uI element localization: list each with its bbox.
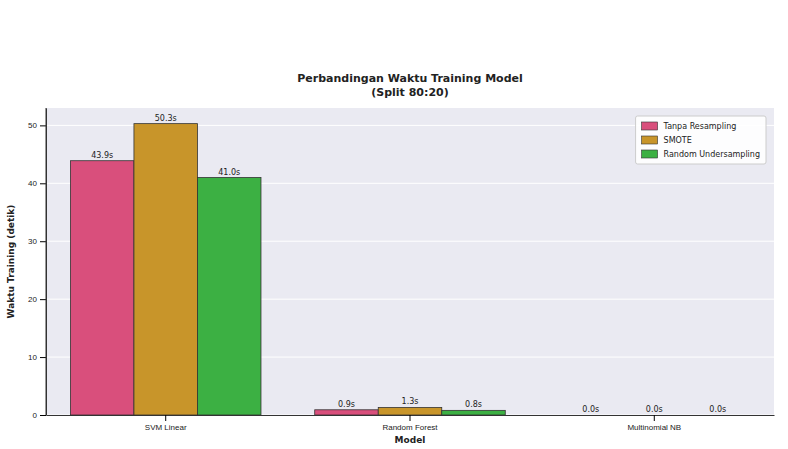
bar	[70, 161, 134, 415]
x-tick-label: SVM Linear	[145, 423, 187, 432]
bar	[442, 410, 506, 415]
bars	[70, 124, 505, 415]
legend-swatch	[642, 150, 658, 158]
chart-subtitle: (Split 80:20)	[371, 86, 449, 99]
y-tick-mark	[40, 299, 46, 300]
legend-swatch	[642, 122, 658, 130]
data-label: 50.3s	[155, 114, 177, 123]
legend: Tanpa Resampling SMOTE Random Undersamplin…	[636, 116, 766, 164]
data-label: 0.9s	[338, 400, 355, 409]
plot-frame	[46, 108, 47, 415]
y-tick-mark	[40, 357, 46, 358]
x-axis: SVM Linear Random Forest Multinomial NB	[47, 415, 775, 432]
y-axis: 0 10 20 30 40 50	[28, 109, 46, 421]
y-tick-mark	[40, 415, 46, 416]
data-label: 41.0s	[218, 168, 240, 177]
x-tick-mark	[654, 415, 655, 421]
x-axis-title: Model	[395, 435, 426, 445]
data-label: 0.0s	[582, 405, 599, 414]
y-tick-label: 40	[28, 179, 37, 188]
x-tick-mark	[165, 415, 166, 421]
y-tick: 50	[28, 121, 46, 130]
y-tick: 30	[28, 237, 46, 246]
y-tick-label: 50	[28, 121, 37, 130]
data-label: 0.0s	[646, 405, 663, 414]
data-label: 1.3s	[402, 397, 419, 406]
data-labels: 43.9s 0.9s 0.0s 50.3s 1.3s 0.0s 41.0s 0.8s 0.0s	[91, 114, 726, 414]
bar	[134, 124, 198, 415]
plot-background	[46, 108, 774, 415]
x-tick: SVM Linear	[145, 415, 187, 432]
chart-title: Perbandingan Waktu Training Model	[297, 72, 523, 85]
y-tick-label: 0	[33, 411, 38, 420]
bar	[378, 407, 442, 415]
bar	[559, 415, 623, 416]
bar	[197, 178, 261, 415]
y-tick: 10	[28, 353, 46, 362]
x-tick-mark	[410, 415, 411, 421]
y-tick: 0	[33, 411, 46, 420]
legend-swatch	[642, 136, 658, 144]
x-tick: Multinomial NB	[627, 415, 681, 432]
data-label: 0.8s	[465, 400, 482, 409]
x-tick: Random Forest	[382, 415, 438, 432]
x-tick-label: Random Forest	[382, 423, 438, 432]
legend-label: Tanpa Resampling	[663, 122, 737, 131]
y-tick-label: 30	[28, 237, 37, 246]
y-tick-mark	[40, 183, 46, 184]
y-tick: 20	[28, 295, 46, 304]
bar	[623, 415, 687, 416]
legend-box	[636, 116, 766, 164]
y-axis-title: Waktu Training (detik)	[6, 205, 16, 319]
y-tick: 40	[28, 179, 46, 188]
y-tick-mark	[40, 241, 46, 242]
y-tick-label: 20	[28, 295, 37, 304]
data-label: 43.9s	[91, 151, 113, 160]
bar	[315, 410, 379, 415]
data-label: 0.0s	[709, 405, 726, 414]
y-tick-label: 10	[28, 353, 37, 362]
x-tick-label: Multinomial NB	[627, 423, 681, 432]
y-axis-line	[46, 109, 47, 416]
legend-label: Random Undersampling	[664, 150, 760, 159]
bar	[686, 415, 750, 416]
y-tick-mark	[40, 125, 46, 126]
legend-label: SMOTE	[664, 136, 692, 145]
